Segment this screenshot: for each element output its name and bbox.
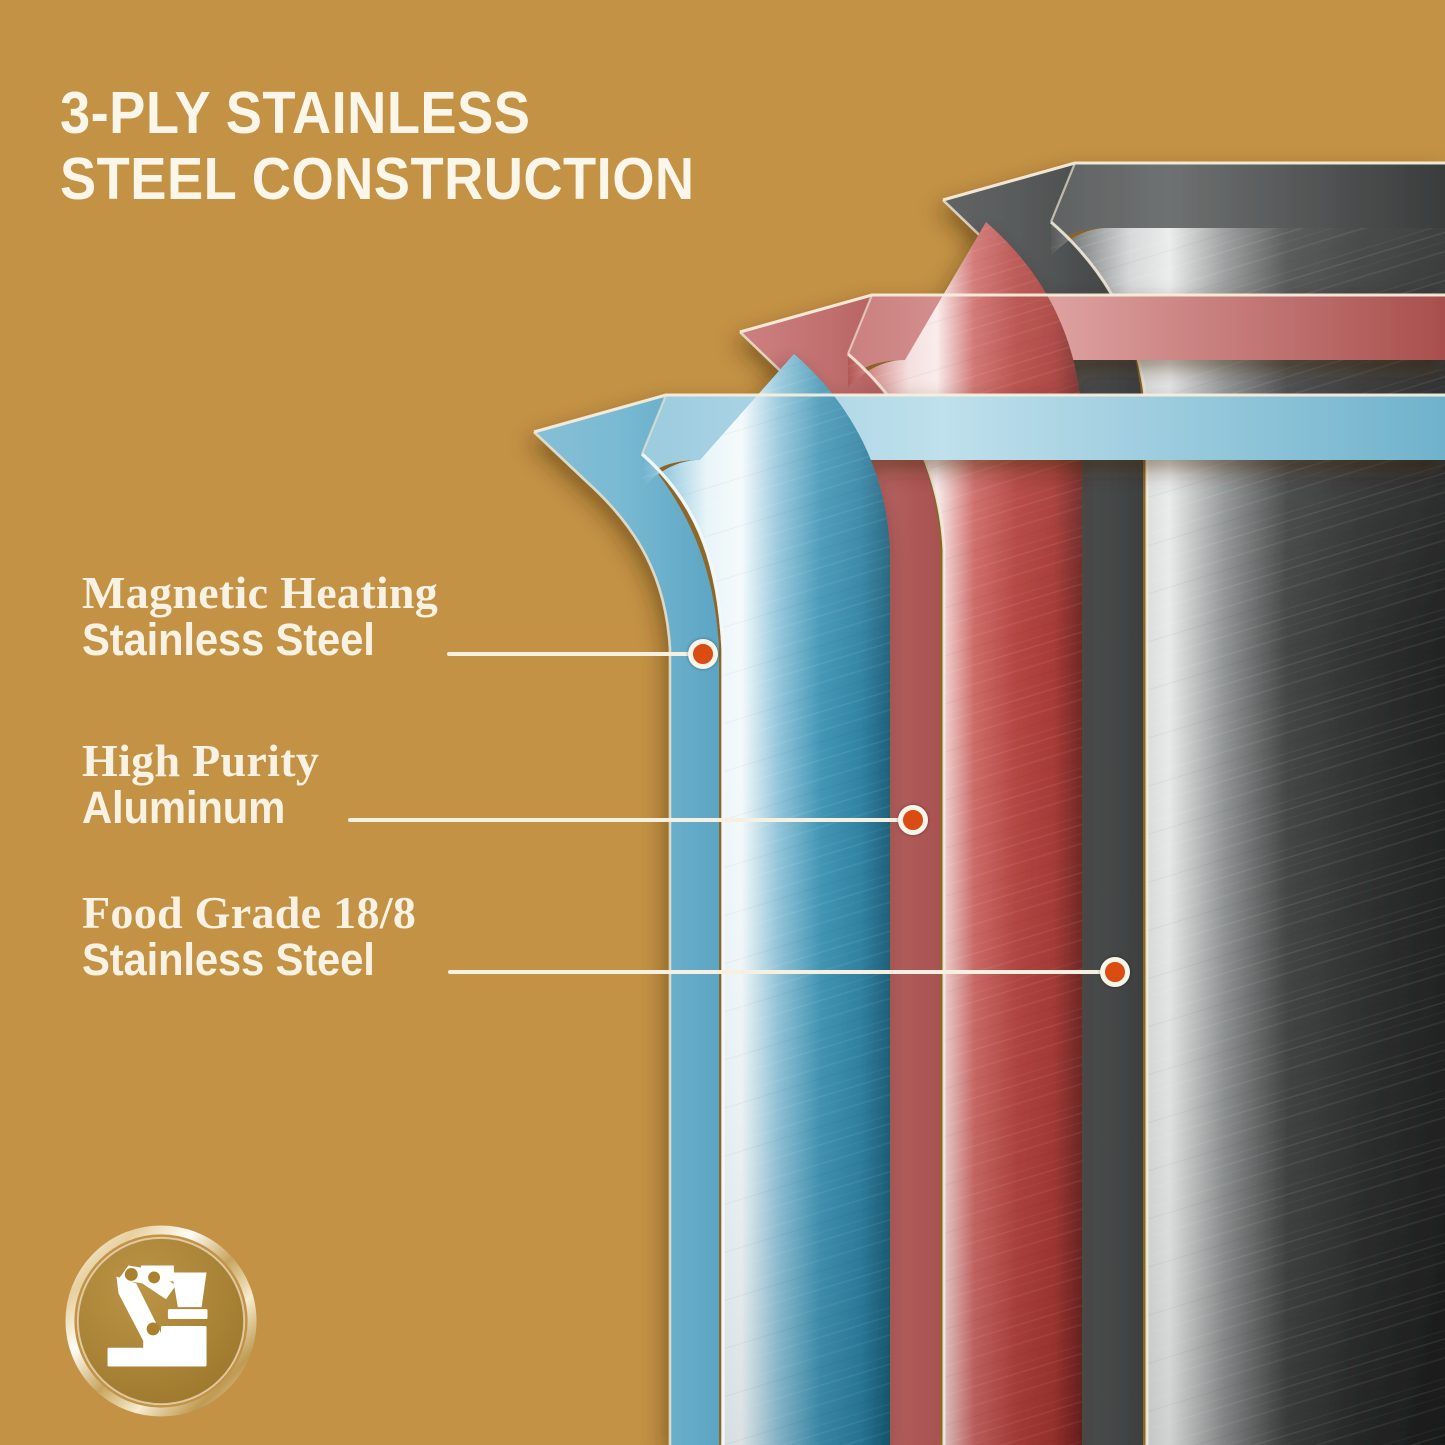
badge-outer-ring — [65, 1225, 257, 1417]
leader-line-3 — [448, 970, 1117, 974]
badge-inner-ring — [76, 1236, 246, 1406]
callout-label-3: Food Grade 18/8 Stainless Steel — [82, 890, 416, 984]
food-grade-stainless-steel-layer — [942, 161, 1445, 1445]
callout-dot-2[interactable] — [898, 805, 928, 835]
callout-label-3-line1: Food Grade 18/8 — [82, 887, 417, 938]
leader-line-1 — [447, 652, 705, 656]
leader-line-2 — [348, 818, 915, 822]
callout-dot-1[interactable] — [688, 639, 718, 669]
page-title: 3-PLY STAINLESS STEEL CONSTRUCTION — [60, 79, 695, 212]
callout-label-1-line2: Stainless Steel — [82, 614, 375, 665]
callout-label-2-line1: High Purity — [82, 735, 320, 786]
callout-label-1-line1: Magnetic Heating — [82, 567, 439, 618]
callout-label-2: High Purity Aluminum — [82, 738, 319, 832]
magnetic-heating-stainless-steel-layer — [533, 354, 1445, 1445]
callout-label-3-line2: Stainless Steel — [82, 934, 375, 985]
robotic-arm-manufacturing-icon — [107, 1265, 208, 1367]
callout-dot-3[interactable] — [1100, 957, 1130, 987]
manufacturing-badge — [65, 1225, 257, 1417]
callout-label-1: Magnetic Heating Stainless Steel — [82, 570, 438, 664]
callout-label-2-line2: Aluminum — [82, 782, 286, 833]
